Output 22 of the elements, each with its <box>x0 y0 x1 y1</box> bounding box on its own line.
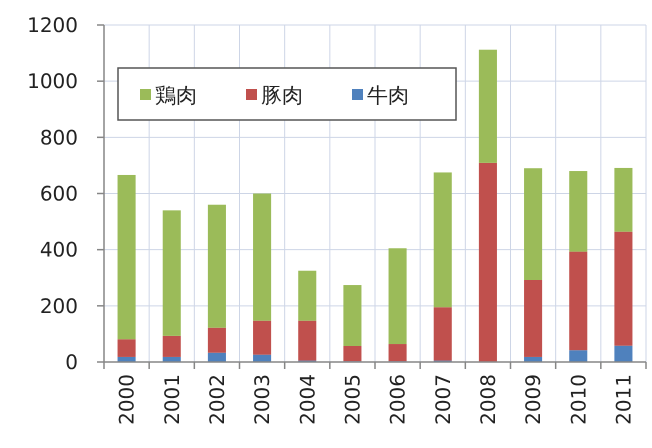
y-tick-label: 200 <box>40 294 78 318</box>
legend-label: 鶏肉 <box>155 83 197 108</box>
y-tick-label: 800 <box>40 125 78 150</box>
x-tick-label: 2001 <box>160 374 184 425</box>
x-tick-label: 2009 <box>521 374 546 425</box>
x-tick-label: 2010 <box>566 374 590 425</box>
y-tick-label: 400 <box>40 238 78 262</box>
x-tick-label: 2008 <box>476 374 500 425</box>
x-tick-label: 2004 <box>295 374 320 425</box>
legend-label: 牛肉 <box>367 83 409 108</box>
x-tick-label: 2011 <box>611 374 636 425</box>
y-tick-label: 0 <box>65 350 78 374</box>
x-tick-label: 2002 <box>204 374 229 425</box>
x-tick-label: 2005 <box>340 374 364 425</box>
y-tick-label: 1000 <box>27 69 78 94</box>
x-tick-label: 2000 <box>114 374 139 425</box>
x-tick-label: 2003 <box>250 374 274 425</box>
y-tick-label: 1200 <box>27 13 78 37</box>
x-tick-label: 2007 <box>430 374 455 425</box>
legend-label: 豚肉 <box>261 83 303 108</box>
x-tick-label: 2006 <box>386 374 410 425</box>
y-tick-label: 600 <box>40 182 78 206</box>
